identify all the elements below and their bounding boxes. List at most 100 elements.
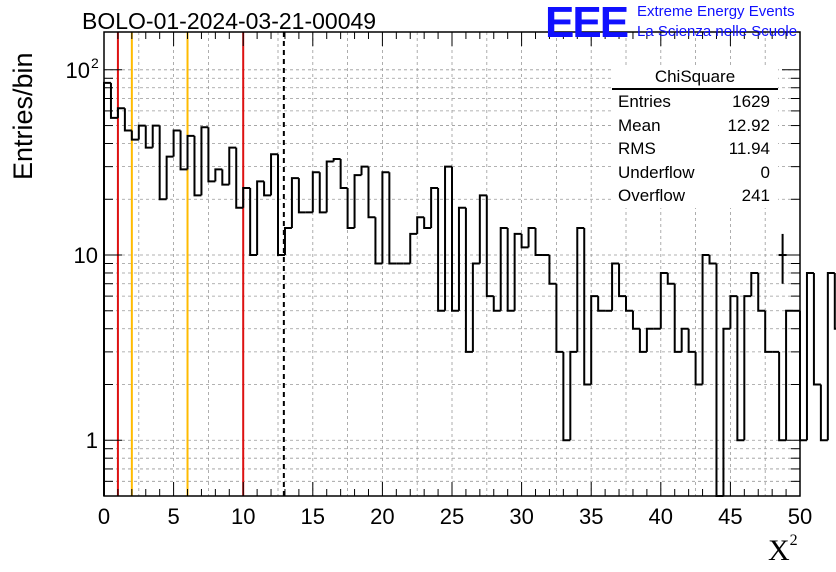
x-tick-label: 20 [370,504,394,529]
y-tick-label: 10 [66,58,90,83]
histogram-bin [729,295,738,329]
stats-value: 1629 [732,92,770,111]
histogram-bin [485,195,494,298]
histogram-bin [833,272,836,330]
histogram-bin [750,271,759,297]
x-tick-label: 45 [718,504,742,529]
histogram-bin [256,180,265,256]
histogram-bin [283,226,292,256]
histogram-bin [416,216,425,234]
x-tick-label: 40 [649,504,673,529]
histogram-bin [638,328,647,353]
histogram-bin [277,154,285,257]
histogram-bin [812,272,821,386]
histogram-bin [367,166,376,219]
y-tick-label: 10 [74,243,98,268]
histogram-bin [151,124,160,148]
histogram-bin [353,174,362,228]
histogram-bin [464,207,473,353]
histogram-bin [179,130,188,171]
logo-tagline-1: Extreme Energy Events [637,3,795,20]
x-axis-label-base: X [768,534,790,567]
histogram-bin [680,327,689,352]
histogram-bin [360,165,369,176]
histogram-bin [708,255,717,265]
histogram-bin [451,166,459,312]
histogram-bin [228,146,237,185]
histogram-bin [722,327,731,496]
histogram-bin [597,296,606,312]
histogram-bin [673,283,682,353]
histogram-bin [715,263,724,497]
histogram-bin [221,169,230,186]
histogram-bin [506,227,515,312]
histogram-bin [214,168,223,182]
histogram-bin [492,296,501,312]
histogram-bin [785,309,794,441]
stats-value: 0 [760,162,770,182]
histogram-bin [478,194,487,264]
histogram-bin [423,217,432,229]
x-tick-label: 5 [167,504,179,529]
stats-label: Entries [618,92,671,111]
histogram-bin [437,188,446,312]
stats-row: Entries 1629 [612,90,778,114]
histogram-bin [339,158,348,190]
x-tick-label: 15 [301,504,325,529]
histogram-bin [186,134,195,170]
x-tick-label: 50 [788,504,812,529]
y-tick-label: 1 [86,428,98,453]
histogram-bin [263,181,272,197]
eee-logo-mark: EEE [545,0,629,47]
histogram-bin [799,310,807,442]
histogram-bin [165,155,174,200]
histogram-bin [311,171,320,213]
x-tick-label: 10 [231,504,255,529]
histogram-bin [249,188,258,257]
chart-title: BOLO-01-2024-03-21-00049 [82,8,377,34]
histogram-bin [743,295,752,441]
histogram-bin [555,283,564,353]
x-tick-label: 25 [440,504,464,529]
histogram-bin [193,135,202,197]
histogram-bin [207,127,216,183]
histogram-bin [611,262,620,311]
x-axis-label-sup: 2 [789,532,798,549]
histogram-bin [242,187,251,208]
histogram-bin [778,351,787,442]
histogram-bin [687,328,696,353]
stats-box: ChiSquare Entries 1629 Mean 12.92 RMS 11… [612,67,778,208]
x-tick-label: 30 [509,504,533,529]
histogram-bin [625,296,633,312]
histogram-bin [109,82,118,119]
y-axis-label: Entries/bin [8,52,38,180]
histogram-bin [200,126,209,196]
histogram-bin [123,108,132,132]
histogram-bin [513,232,522,311]
histogram-bin [172,129,181,157]
stats-value: 11.94 [728,139,770,158]
y-tick-label-exponent: 2 [91,55,99,71]
histogram-bin [270,153,278,196]
histogram-bin [826,271,835,441]
reference-lines [116,32,285,496]
stats-row: Underflow 0 [612,161,778,185]
histogram-bin [694,351,703,386]
histogram-bin [666,272,675,285]
histogram-bin [583,227,592,386]
stats-label: Mean [618,115,661,135]
stats-row: RMS 11.94 [612,137,778,161]
stats-label: Overflow [618,186,686,205]
stats-value: 241 [741,186,770,205]
stats-label: Underflow [618,162,695,182]
stats-value: 12.92 [727,115,770,135]
histogram-bin [297,178,306,214]
histogram-bin [444,165,452,311]
histogram-bin [618,263,626,298]
stats-title: ChiSquare [612,67,778,90]
histogram-bin [645,327,654,352]
x-axis-label: X2 [768,532,798,568]
histogram-bin [346,188,355,229]
histogram-bin [290,177,299,228]
